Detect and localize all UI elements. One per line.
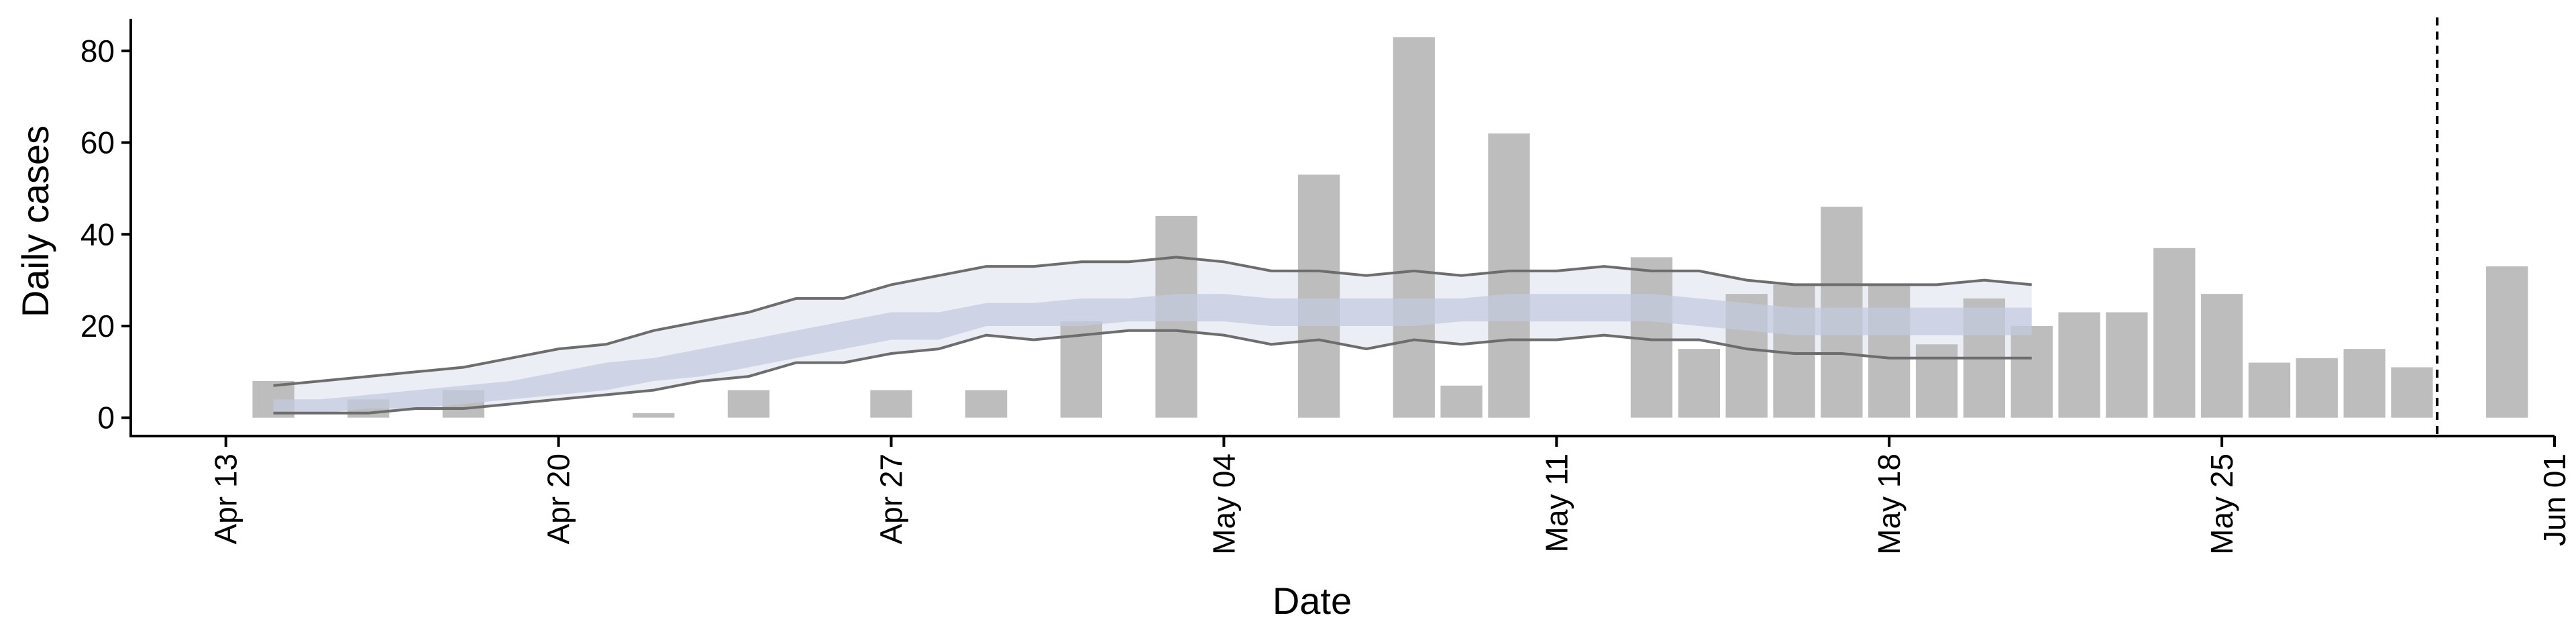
upper-interval-line: [273, 256, 2032, 387]
y-tick-label-40: 40: [80, 217, 115, 252]
bar-2020-05-14: [1678, 349, 1720, 418]
bar-2020-05-10: [1488, 133, 1530, 418]
bar-2020-05-23: [2106, 312, 2148, 418]
x-tick-label-2020-05-11: May 11: [1539, 453, 1574, 552]
bar-2020-05-31: [2486, 266, 2528, 418]
bar-2020-05-25: [2200, 294, 2243, 418]
x-tick-label-2020-04-27: Apr 27: [874, 453, 909, 545]
y-tick-label-0: 0: [97, 400, 115, 435]
bar-2020-05-24: [2153, 248, 2196, 418]
bar-2020-05-18: [1868, 284, 1911, 418]
x-axis-ticks: Apr 13 Apr 20 Apr 27 May 04 May 11 May 18 May …: [209, 436, 2572, 555]
bar-2020-05-29: [2391, 367, 2433, 418]
x-tick-label-2020-05-04: May 04: [1206, 453, 1241, 555]
interval-lines: [273, 256, 2032, 415]
bar-2020-04-27: [870, 390, 912, 418]
y-tick-label-80: 80: [80, 34, 115, 68]
bar-2020-05-21: [2010, 326, 2053, 418]
bar-2020-05-09: [1440, 385, 1483, 418]
bar-2020-05-26: [2248, 362, 2291, 418]
y-tick-label-20: 20: [80, 309, 115, 343]
x-tick-label-2020-06-01: Jun 01: [2537, 453, 2572, 546]
lower-interval-line: [273, 329, 2032, 415]
bar-2020-04-22: [633, 413, 675, 418]
x-tick-label-2020-05-18: May 18: [1872, 453, 1907, 555]
bar-2020-05-27: [2296, 358, 2338, 418]
x-tick-label-2020-04-20: Apr 20: [541, 453, 576, 545]
bar-2020-04-24: [727, 390, 770, 418]
y-tick-label-60: 60: [80, 125, 115, 160]
bar-2020-05-06: [1297, 174, 1340, 418]
bar-2020-05-19: [1915, 344, 1958, 418]
x-tick-label-2020-04-13: Apr 13: [209, 453, 244, 545]
bar-2020-05-28: [2343, 349, 2385, 418]
bar-2020-05-22: [2058, 312, 2100, 418]
x-tick-label-2020-05-25: May 25: [2204, 453, 2239, 555]
bar-2020-04-29: [965, 390, 1008, 418]
y-axis-ticks: 0 20 40 60 80: [80, 34, 131, 435]
x-axis-label: Date: [1273, 580, 1352, 622]
bar-2020-05-08: [1393, 37, 1435, 418]
y-axis-label: Daily cases: [14, 125, 56, 317]
axes: [129, 19, 2555, 437]
inner-interval-band: [273, 294, 2032, 413]
